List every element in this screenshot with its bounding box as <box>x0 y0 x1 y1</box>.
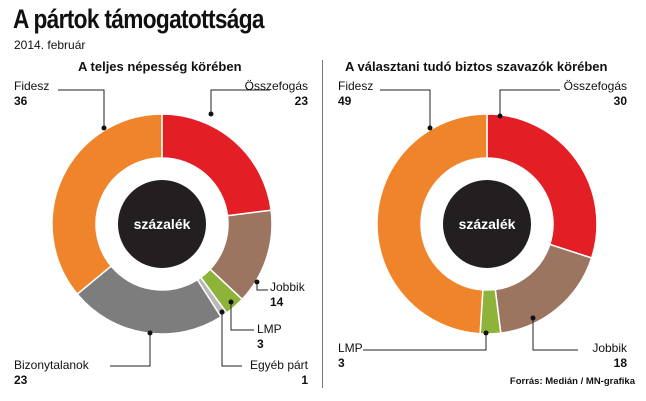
chart-2-label-osszefogas: Összefogás 30 <box>563 79 627 108</box>
chart-2-label-jobbik: Jobbik 18 <box>592 341 627 370</box>
chart-1-leader-dot <box>208 111 214 117</box>
chart-1-center-disc <box>118 180 206 268</box>
chart-1-label-osszefogas: Összefogás 23 <box>244 79 308 108</box>
chart-2-leader-line <box>499 89 560 116</box>
chart-1-leader-line <box>58 89 105 128</box>
chart-1-leader-line <box>256 282 268 291</box>
chart-1-slice-fidesz <box>51 113 163 296</box>
page-subtitle: 2014. február <box>14 38 86 52</box>
chart-2-leader-dot <box>427 125 433 131</box>
chart-2-leader-line <box>380 89 431 128</box>
chart-2-leader-line <box>363 333 487 351</box>
chart-2-leader-dot <box>497 113 503 119</box>
chart-1-leader-dot <box>147 330 153 336</box>
chart-1-leader-dot <box>219 309 225 315</box>
chart-2-label-fidesz: Fidesz 49 <box>338 79 374 108</box>
chart-divider <box>322 60 323 388</box>
chart-2-slice-fidesz <box>376 113 488 335</box>
chart-1-leader-line <box>110 333 151 367</box>
chart-2-title: A választani tudó biztos szavazók körébe… <box>345 59 608 74</box>
chart-1-center-label: százalék <box>134 216 191 232</box>
chart-1-label-bizonytalanok: Bizonytalanok 23 <box>14 358 89 387</box>
chart-1-label-fidesz: Fidesz 36 <box>14 79 50 108</box>
chart-1-leader-dot <box>254 279 260 285</box>
chart-1-label-egyeb: Egyéb párt 1 <box>249 358 308 387</box>
source-note: Forrás: Medián / MN-grafika <box>509 376 635 387</box>
chart-2-leader-dot <box>530 315 536 321</box>
chart-1-title: A teljes népesség körében <box>78 59 242 74</box>
chart-2-leader-line <box>532 318 578 351</box>
chart-1-leader-dot <box>101 125 107 131</box>
page-title: A pártok támogatottsága <box>13 4 265 34</box>
chart-1-leader-line <box>221 312 242 367</box>
chart-2-slice--sszefog-s <box>486 113 598 259</box>
chart-1-label-jobbik: Jobbik 14 <box>270 280 305 309</box>
chart-2-label-lmp: LMP 3 <box>338 341 363 370</box>
chart-1-leader-dot <box>228 299 234 305</box>
chart-1-leader-line <box>230 302 254 331</box>
chart-1-leader-line <box>210 89 270 114</box>
chart-2-leader-dot <box>483 330 489 336</box>
chart-1-label-lmp: LMP 3 <box>257 322 282 351</box>
chart-2-center-disc <box>443 180 531 268</box>
chart-2-center-label: százalék <box>459 216 516 232</box>
